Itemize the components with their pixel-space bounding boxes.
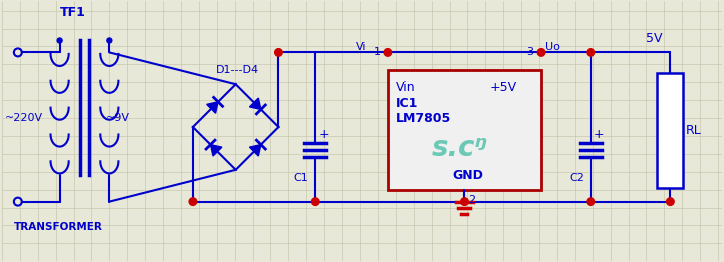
Circle shape bbox=[57, 38, 62, 43]
Text: C2: C2 bbox=[569, 173, 584, 183]
Circle shape bbox=[189, 198, 197, 205]
Text: +: + bbox=[594, 128, 605, 141]
Text: TF1: TF1 bbox=[59, 6, 85, 19]
Text: C1: C1 bbox=[293, 173, 308, 183]
Bar bbox=[388, 70, 541, 190]
Circle shape bbox=[587, 49, 594, 56]
Circle shape bbox=[587, 198, 594, 205]
Polygon shape bbox=[206, 102, 218, 113]
Text: s.cᵑ: s.cᵑ bbox=[432, 134, 487, 162]
Text: +: + bbox=[319, 128, 329, 141]
Text: 5V: 5V bbox=[647, 32, 663, 45]
Text: +5V: +5V bbox=[489, 81, 516, 94]
Text: LM7805: LM7805 bbox=[396, 112, 451, 124]
Text: TRANSFORMER: TRANSFORMER bbox=[14, 222, 103, 232]
Text: D1---D4: D1---D4 bbox=[216, 65, 259, 75]
Circle shape bbox=[311, 198, 319, 205]
Circle shape bbox=[537, 49, 545, 56]
Text: 1: 1 bbox=[374, 47, 381, 57]
Text: Vin: Vin bbox=[396, 81, 416, 94]
Text: 3: 3 bbox=[526, 47, 533, 57]
Circle shape bbox=[460, 198, 468, 205]
Polygon shape bbox=[211, 145, 222, 156]
Text: ~220V: ~220V bbox=[5, 113, 43, 123]
Text: RL: RL bbox=[686, 123, 701, 137]
Text: Vi: Vi bbox=[356, 42, 366, 52]
Text: Uo: Uo bbox=[545, 42, 560, 52]
Text: GND: GND bbox=[452, 169, 484, 182]
Polygon shape bbox=[250, 98, 261, 110]
Text: IC1: IC1 bbox=[396, 97, 418, 110]
Circle shape bbox=[384, 49, 392, 56]
Circle shape bbox=[274, 49, 282, 56]
Text: ~9V: ~9V bbox=[106, 113, 130, 123]
Bar bbox=[657, 73, 683, 188]
Circle shape bbox=[107, 38, 111, 43]
Polygon shape bbox=[250, 145, 261, 156]
Circle shape bbox=[667, 198, 674, 205]
Text: 2: 2 bbox=[468, 195, 476, 205]
